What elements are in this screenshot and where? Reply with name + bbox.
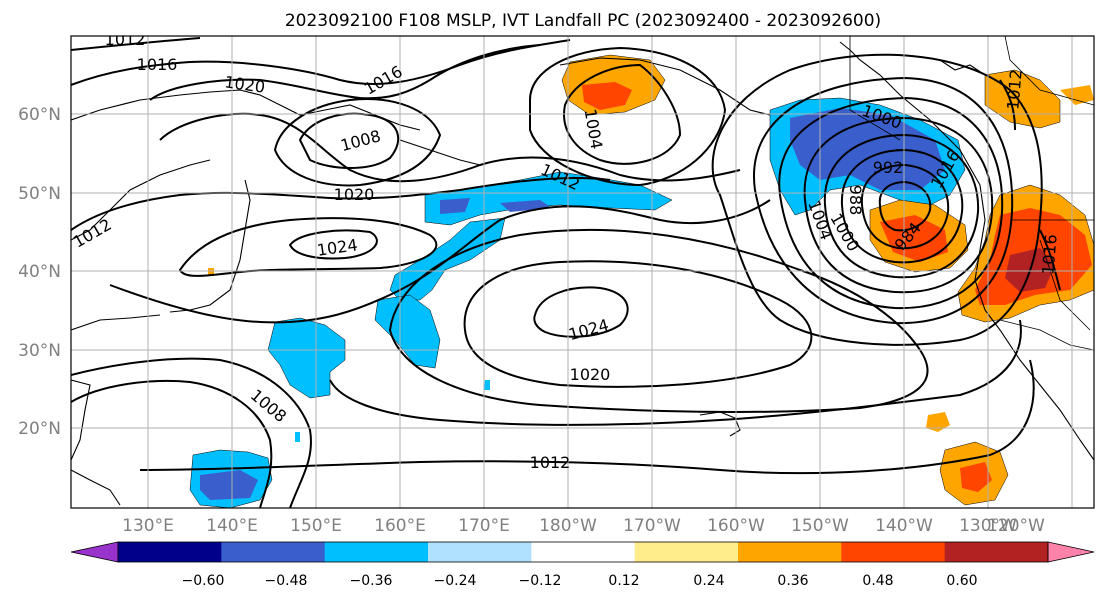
lon-label: 140°W	[875, 516, 933, 536]
colorbar-segment	[118, 542, 222, 562]
lon-label: 160°E	[374, 516, 426, 536]
isobar-label: 1012	[105, 30, 146, 49]
map-panel: 1012 1016 1020 1016 1004 1008 1012 1020 …	[70, 30, 1095, 509]
colorbar-tick-label: 0.60	[946, 573, 977, 589]
isobar-label: 1016	[137, 55, 178, 74]
isobar-label: 1016	[1038, 233, 1060, 275]
colorbar-extend-low	[70, 541, 119, 563]
colorbar-tick-label: −0.24	[434, 573, 477, 589]
lat-label: 60°N	[18, 105, 61, 125]
longitude-labels: 130°E 140°E 150°E 160°E 170°E 180°W 170°…	[122, 516, 1045, 536]
colorbar-outline	[117, 541, 1049, 563]
isobar-label: 1020	[334, 185, 375, 204]
colorbar-tick-label: 0.24	[693, 573, 724, 589]
colorbar-segment	[221, 542, 326, 562]
lon-label: 170°W	[623, 516, 681, 536]
colorbar-tick-label: 0.36	[777, 573, 808, 589]
graticule	[71, 36, 1094, 508]
colorbar-segments	[70, 541, 1095, 563]
lon-label: 170°E	[458, 516, 510, 536]
lat-label: 20°N	[18, 419, 61, 439]
colorbar: −0.60 −0.48 −0.36 −0.24 −0.12 0.12 0.24 …	[70, 541, 1095, 589]
colorbar-extend-high	[1047, 541, 1095, 563]
latitude-labels: 60°N 50°N 40°N 30°N 20°N	[18, 105, 61, 439]
coastlines	[71, 41, 1094, 506]
isobar-label: 1020	[570, 365, 611, 384]
colorbar-tick-label: 0.48	[862, 573, 893, 589]
lon-label: 150°W	[791, 516, 849, 536]
colorbar-segment	[944, 542, 1049, 562]
lon-label: 140°E	[206, 516, 258, 536]
lon-label: 180°W	[539, 516, 597, 536]
colorbar-segment	[324, 542, 429, 562]
colorbar-tick-label: −0.48	[265, 573, 308, 589]
colorbar-ticks: −0.60 −0.48 −0.36 −0.24 −0.12 0.12 0.24 …	[182, 573, 978, 589]
isobar-label: 988	[846, 185, 865, 216]
colorbar-segment	[738, 542, 842, 562]
lat-label: 50°N	[18, 184, 61, 204]
lon-label: 130°W	[959, 516, 1017, 536]
colorbar-tick-label: 0.12	[608, 573, 639, 589]
colorbar-segment	[428, 542, 532, 562]
lon-label: 160°W	[707, 516, 765, 536]
lon-label: 120°W	[987, 516, 1045, 536]
colorbar-tick-label: −0.36	[350, 573, 393, 589]
figure-title: 2023092100 F108 MSLP, IVT Landfall PC (2…	[285, 11, 881, 31]
isobar-label: 1012	[1003, 68, 1025, 110]
lon-label: 130°E	[122, 516, 174, 536]
colorbar-tick-label: −0.12	[519, 573, 562, 589]
colorbar-tick-label: −0.60	[182, 573, 225, 589]
isobar-label: 992	[873, 158, 904, 177]
lon-label: 150°E	[290, 516, 342, 536]
isobar-label: 1012	[530, 453, 571, 472]
colorbar-segment	[841, 542, 946, 562]
colorbar-segment	[531, 542, 636, 562]
lat-label: 40°N	[18, 262, 61, 282]
ivt-positive-anomaly	[208, 54, 1094, 506]
mslp-isobars	[71, 37, 1061, 508]
colorbar-segment	[634, 542, 739, 562]
lat-label: 30°N	[18, 341, 61, 361]
